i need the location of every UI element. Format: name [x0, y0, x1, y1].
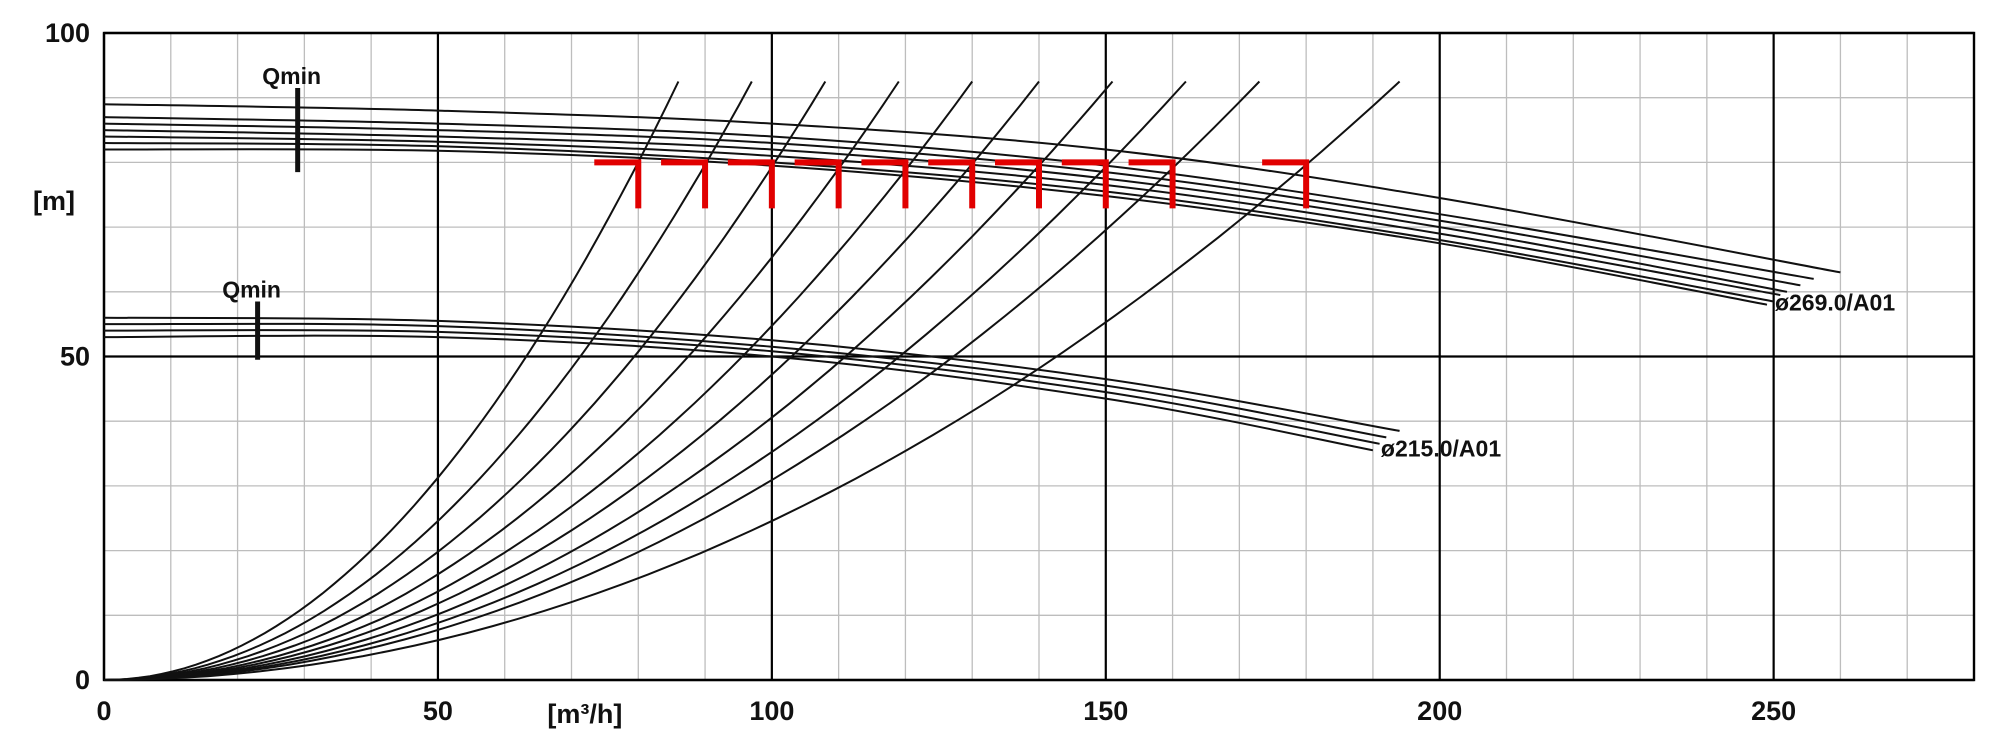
- x-tick-label: 100: [749, 696, 794, 726]
- system-curve: [103, 80, 1040, 681]
- system-curve: [103, 80, 1401, 681]
- operating-point-marker: [995, 159, 1042, 209]
- system-curve: [103, 81, 680, 681]
- pump-curve: [103, 316, 1400, 432]
- system-curve: [103, 80, 827, 681]
- plot-frame: [102, 31, 1976, 682]
- system-curve: [103, 80, 900, 681]
- system-curve: [103, 80, 1261, 681]
- x-tick-label: 250: [1751, 696, 1796, 726]
- x-tick-label: 0: [96, 696, 111, 726]
- y-axis-label: [m]: [33, 186, 75, 216]
- y-tick-label: 50: [60, 342, 90, 372]
- pump-curve: [103, 329, 1380, 445]
- operating-point-marker: [661, 159, 709, 209]
- operating-point-marker: [861, 159, 909, 209]
- operating-point-marker: [1128, 159, 1176, 209]
- operating-point-markers: [594, 159, 1310, 209]
- qmin-label: Qmin: [222, 277, 281, 303]
- pump-curve: [103, 334, 1374, 452]
- x-axis-label: [m³/h]: [547, 699, 622, 729]
- pump-curve: [103, 129, 1788, 293]
- pump-curve: [103, 103, 1841, 274]
- system-curve: [103, 80, 974, 681]
- pump-curve: [103, 322, 1387, 439]
- system-curve: [103, 80, 1114, 681]
- operating-point-marker: [794, 159, 842, 209]
- y-tick-label: 0: [75, 665, 90, 695]
- y-tick-label: 100: [45, 18, 90, 48]
- pump-curves: [103, 87, 1841, 452]
- x-tick-label: 150: [1083, 696, 1128, 726]
- pump-curve: [103, 142, 1774, 303]
- x-tick-label: 50: [423, 696, 453, 726]
- tick-labels: 0 50 100 150 200 250 0 50 100: [45, 18, 1796, 726]
- system-curves: [103, 80, 1401, 681]
- operating-point-marker: [727, 159, 775, 209]
- impeller-diameter-label: ø215.0/A01: [1381, 435, 1501, 461]
- pump-curve: [103, 135, 1781, 296]
- operating-point-marker: [1262, 159, 1310, 209]
- system-curve: [103, 81, 753, 681]
- pump-curve: [103, 116, 1814, 280]
- pump-curve: [103, 122, 1801, 287]
- system-curve: [103, 80, 1187, 681]
- operating-point-marker: [1061, 159, 1109, 209]
- impeller-diameter-label: ø269.0/A01: [1775, 290, 1895, 316]
- x-tick-label: 200: [1417, 696, 1462, 726]
- operating-point-marker: [594, 159, 642, 209]
- pump-curve: [103, 148, 1768, 306]
- operating-point-marker: [928, 159, 976, 209]
- qmin-label: Qmin: [262, 63, 321, 89]
- curve-labels: Qmin ø269.0/A01 Qmin ø215.0/A01: [222, 63, 1895, 461]
